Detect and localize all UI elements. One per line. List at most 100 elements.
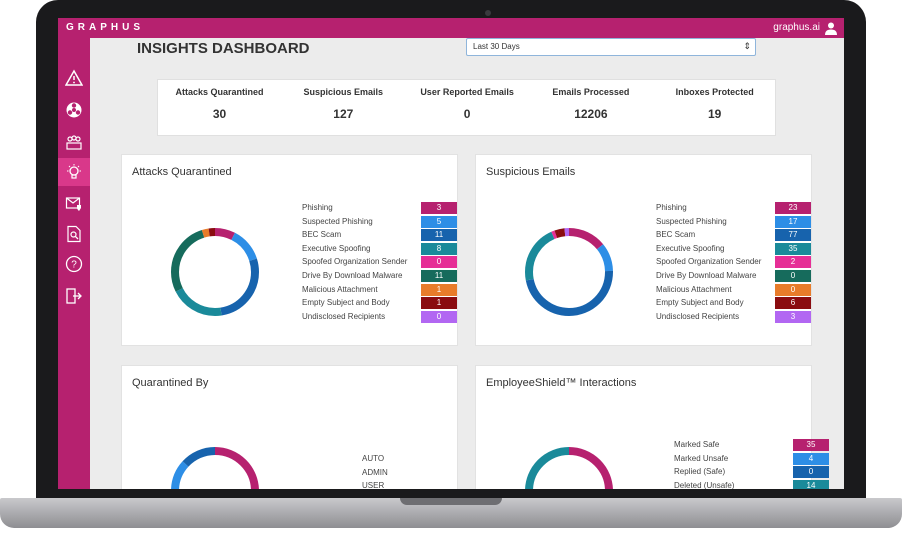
legend-label: USER <box>362 481 385 489</box>
card-employeeshield-interactions: EmployeeShield™ Interactions Marked Safe 3… <box>475 365 829 489</box>
legend-row[interactable]: Suspected Phishing 5 <box>302 215 457 228</box>
legend-label: Malicious Attachment <box>656 284 732 294</box>
donut-slice-marked-safe[interactable] <box>525 447 613 489</box>
legend-label: Marked Safe <box>674 440 720 449</box>
legend-value: 1 <box>421 297 457 310</box>
stat-label: Suspicious Emails <box>303 87 384 97</box>
legend-row[interactable]: Empty Subject and Body 6 <box>656 297 811 310</box>
legend-row[interactable]: Empty Subject and Body 1 <box>302 297 457 310</box>
legend-value: 0 <box>775 270 811 282</box>
sidebar-item-biohazard[interactable] <box>58 96 90 124</box>
legend-label: Marked Unsafe <box>674 453 729 463</box>
date-range-value: Last 30 Days <box>473 42 520 51</box>
card-title: Attacks Quarantined <box>132 166 232 178</box>
donut-slice-empty-subject-and-body[interactable] <box>171 228 259 316</box>
stat-emails-processed: Emails Processed 12206 <box>529 80 652 137</box>
legend-label: Spoofed Organization Sender <box>656 257 762 267</box>
legend-row[interactable]: Marked Safe 35 <box>674 439 829 451</box>
legend-row[interactable]: Executive Spoofing 8 <box>302 242 457 255</box>
legend-row[interactable]: Spoofed Organization Sender 2 <box>656 256 811 269</box>
legend-label: Undisclosed Recipients <box>302 311 386 321</box>
donut-slice-executive-spoofing[interactable] <box>171 228 259 316</box>
donut-slice-drive-by-download-malware[interactable] <box>171 228 259 316</box>
legend-value: 6 <box>775 297 811 310</box>
stat-value: 127 <box>333 107 354 121</box>
camera <box>485 10 491 16</box>
svg-text:?: ? <box>71 260 77 271</box>
stat-value: 12206 <box>574 107 608 121</box>
stat-label: Inboxes Protected <box>675 87 754 97</box>
card-suspicious-emails: Suspicious Emails Phishing 23 Suspected Phi… <box>475 154 812 346</box>
donut-slice-bec-scam[interactable] <box>171 228 259 316</box>
donut-chart <box>525 228 613 316</box>
date-range-select[interactable]: Last 30 Days ⇕ <box>466 38 756 56</box>
sidebar-item-email-shield[interactable] <box>58 190 90 218</box>
legend-value: 17 <box>775 215 811 228</box>
donut-slice-bec-scam[interactable] <box>525 228 613 316</box>
legend-row[interactable]: Undisclosed Recipients 3 <box>656 310 811 323</box>
stat-label: Attacks Quarantined <box>175 87 264 97</box>
legend-value: 0 <box>421 256 457 269</box>
stat-suspicious-emails: Suspicious Emails 127 <box>282 80 405 137</box>
sidebar-item-document-search[interactable] <box>58 220 90 248</box>
sidebar-item-help-circle[interactable]: ? <box>58 250 90 278</box>
sidebar-item-users-group[interactable] <box>58 128 90 156</box>
legend-value: 3 <box>775 310 811 323</box>
card-title: EmployeeShield™ Interactions <box>486 377 637 389</box>
card-attacks-quarantined: Attacks Quarantined Phishing 3 Suspected Ph… <box>121 154 458 346</box>
sidebar-item-lightbulb[interactable] <box>58 158 90 186</box>
legend-row[interactable]: Drive By Download Malware 0 <box>656 270 811 282</box>
donut-chart <box>525 447 613 489</box>
laptop-notch <box>400 498 502 505</box>
donut-slice-auto[interactable] <box>171 447 259 489</box>
legend-row[interactable]: Spoofed Organization Sender 0 <box>302 256 457 269</box>
legend-row[interactable]: Undisclosed Recipients 0 <box>302 310 457 323</box>
legend-value: 5 <box>421 215 457 228</box>
legend-value: 0 <box>421 310 457 323</box>
legend-label: Empty Subject and Body <box>302 298 390 308</box>
legend-row[interactable]: BEC Scam 11 <box>302 229 457 242</box>
legend-label: Phishing <box>302 203 333 212</box>
card-quarantined-by: Quarantined ByAUTO15ADMIN11USER4 <box>121 365 517 489</box>
site-link[interactable]: graphus.ai <box>773 22 820 33</box>
donut-slice-user[interactable] <box>171 447 259 489</box>
stat-label: Emails Processed <box>552 87 630 97</box>
alert-triangle-icon <box>65 69 83 86</box>
legend-row[interactable]: Phishing 23 <box>656 202 811 214</box>
donut-slice-undisclosed-recipients[interactable] <box>525 228 613 316</box>
legend-label: Replied (Safe) <box>674 467 726 477</box>
user-icon[interactable] <box>824 21 838 35</box>
sidebar-item-logout[interactable] <box>58 282 90 310</box>
legend-row[interactable]: Drive By Download Malware 11 <box>302 270 457 282</box>
legend-row[interactable]: Executive Spoofing 35 <box>656 242 811 255</box>
donut-slice-admin[interactable] <box>171 447 259 489</box>
legend-row[interactable]: Malicious Attachment 0 <box>656 283 811 296</box>
legend-label: Executive Spoofing <box>302 243 371 253</box>
donut-slice-executive-spoofing[interactable] <box>525 228 613 316</box>
app-logo[interactable]: GRAPHUS <box>66 22 145 33</box>
donut-slice-deleted-unsafe-[interactable] <box>525 447 613 489</box>
sidebar-item-alert-triangle[interactable] <box>58 64 90 92</box>
legend-row[interactable]: Phishing 3 <box>302 202 457 214</box>
legend-row[interactable]: Suspected Phishing 17 <box>656 215 811 228</box>
legend-row[interactable]: Replied (Safe) 0 <box>674 466 829 479</box>
top-bar: GRAPHUS graphus.ai <box>58 18 844 38</box>
legend-row[interactable]: Marked Unsafe 4 <box>674 452 829 465</box>
donut-slice-marked-unsafe[interactable] <box>525 447 613 489</box>
legend-label: Malicious Attachment <box>302 284 378 294</box>
select-arrows-icon: ⇕ <box>743 41 751 51</box>
legend-label: Drive By Download Malware <box>302 271 403 280</box>
page-title: INSIGHTS DASHBOARD <box>137 40 310 57</box>
legend-label: ADMIN <box>362 467 388 477</box>
legend-value: 35 <box>793 439 829 451</box>
legend-value: 35 <box>775 242 811 255</box>
legend-label: Undisclosed Recipients <box>656 311 740 321</box>
legend-row[interactable]: Malicious Attachment 1 <box>302 283 457 296</box>
legend-row[interactable]: BEC Scam 77 <box>656 229 811 242</box>
donut-chart <box>171 228 259 316</box>
legend-row[interactable]: Deleted (Unsafe) 14 <box>674 479 829 489</box>
legend-value: 77 <box>775 229 811 242</box>
lightbulb-icon <box>67 164 81 179</box>
sidebar: ? <box>58 38 90 489</box>
help-circle-icon: ? <box>65 255 83 273</box>
